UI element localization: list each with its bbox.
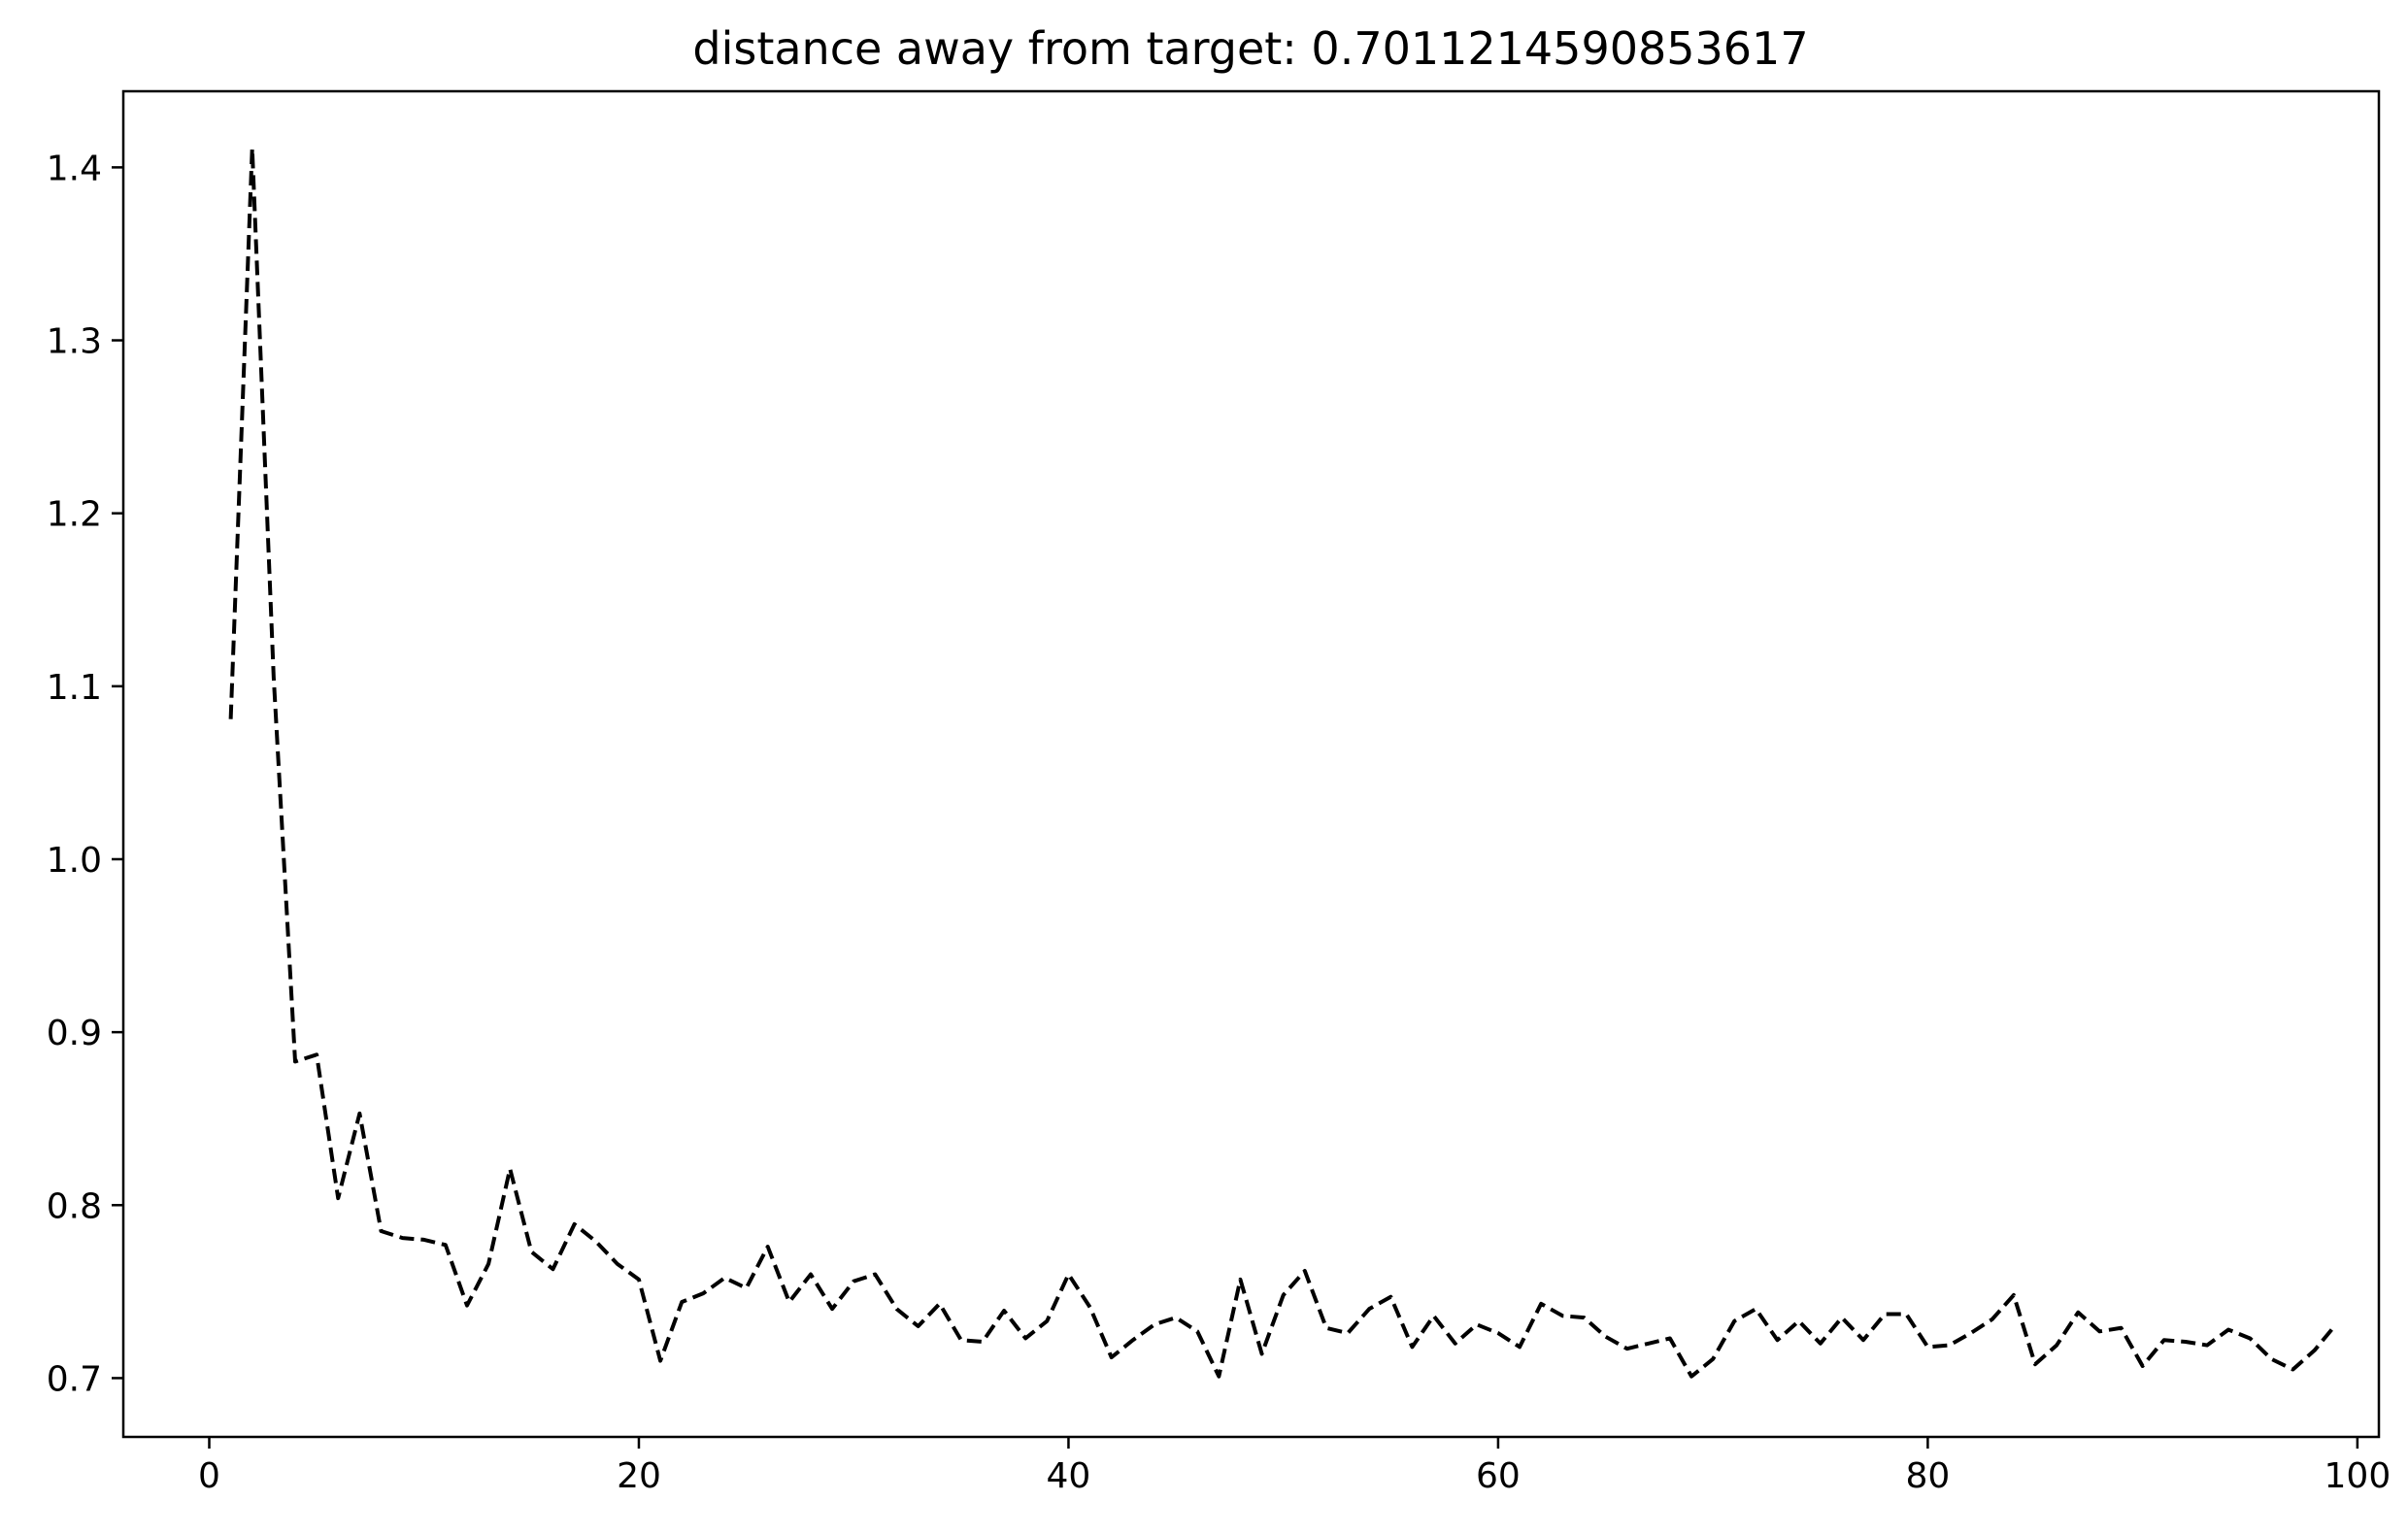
- plot-area: [228, 146, 2338, 1379]
- y-tick-label: 1.4: [47, 149, 102, 188]
- x-tick-label: 0: [198, 1456, 220, 1496]
- y-tick-label: 0.7: [47, 1359, 102, 1399]
- y-tick-label: 1.2: [47, 495, 102, 535]
- x-tick-label: 100: [2324, 1456, 2391, 1496]
- y-axis: 0.7 0.8 0.9 1.0 1.1 1.2 1.3 1.4: [47, 149, 123, 1399]
- x-tick-label: 20: [617, 1456, 661, 1496]
- chart-title: distance away from target: 0.70112145908…: [692, 22, 1808, 75]
- y-tick-label: 1.1: [47, 668, 102, 708]
- y-tick-label: 0.8: [47, 1186, 102, 1226]
- y-tick-label: 0.9: [47, 1014, 102, 1053]
- axes-frame: [121, 89, 2381, 1439]
- y-tick-label: 1.0: [47, 841, 102, 881]
- x-tick-label: 60: [1476, 1456, 1521, 1496]
- y-tick-label: 1.3: [47, 322, 102, 362]
- x-tick-label: 40: [1047, 1456, 1091, 1496]
- x-tick-label: 80: [1905, 1456, 1950, 1496]
- x-axis: 0 20 40 60 80 100: [198, 1437, 2391, 1496]
- series-line: [228, 146, 2338, 1379]
